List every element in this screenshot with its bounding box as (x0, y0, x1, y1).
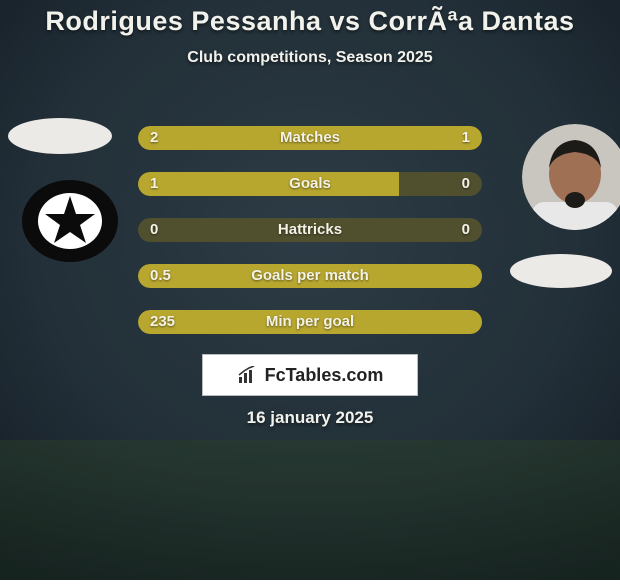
subtitle: Club competitions, Season 2025 (0, 49, 620, 67)
player-left-club-badge (20, 178, 120, 264)
stat-label: Min per goal (138, 310, 482, 334)
stat-value-right: 1 (462, 126, 470, 150)
stat-value-right: 0 (462, 172, 470, 196)
date-label: 16 january 2025 (0, 408, 620, 428)
stat-value-left: 0 (150, 218, 158, 242)
stat-row: Goals per match0.5 (138, 264, 482, 288)
stat-value-left: 1 (150, 172, 158, 196)
stat-value-left: 2 (150, 126, 158, 150)
player-left-photo-placeholder (8, 118, 112, 154)
stat-value-right: 0 (462, 218, 470, 242)
stat-row: Goals1 0 (138, 172, 482, 196)
stat-row: Min per goal235 (138, 310, 482, 334)
stat-label: Goals (138, 172, 482, 196)
stat-label: Hattricks (138, 218, 482, 242)
stat-label: Goals per match (138, 264, 482, 288)
stat-value-left: 235 (150, 310, 175, 334)
stat-row: Hattricks0 0 (138, 218, 482, 242)
stats-comparison: Matches21Goals10Hattricks00Goals per mat… (138, 126, 482, 356)
chart-icon (237, 366, 259, 384)
page-title: Rodrigues Pessanha vs CorrÃªa Dantas (0, 0, 620, 37)
player-right-club-placeholder (510, 254, 612, 288)
brand-attribution: FcTables.com (202, 354, 418, 396)
stat-label: Matches (138, 126, 482, 150)
stat-value-left: 0.5 (150, 264, 171, 288)
player-right-photo (522, 124, 620, 230)
stat-row: Matches2 1 (138, 126, 482, 150)
brand-text: FcTables.com (265, 365, 384, 386)
